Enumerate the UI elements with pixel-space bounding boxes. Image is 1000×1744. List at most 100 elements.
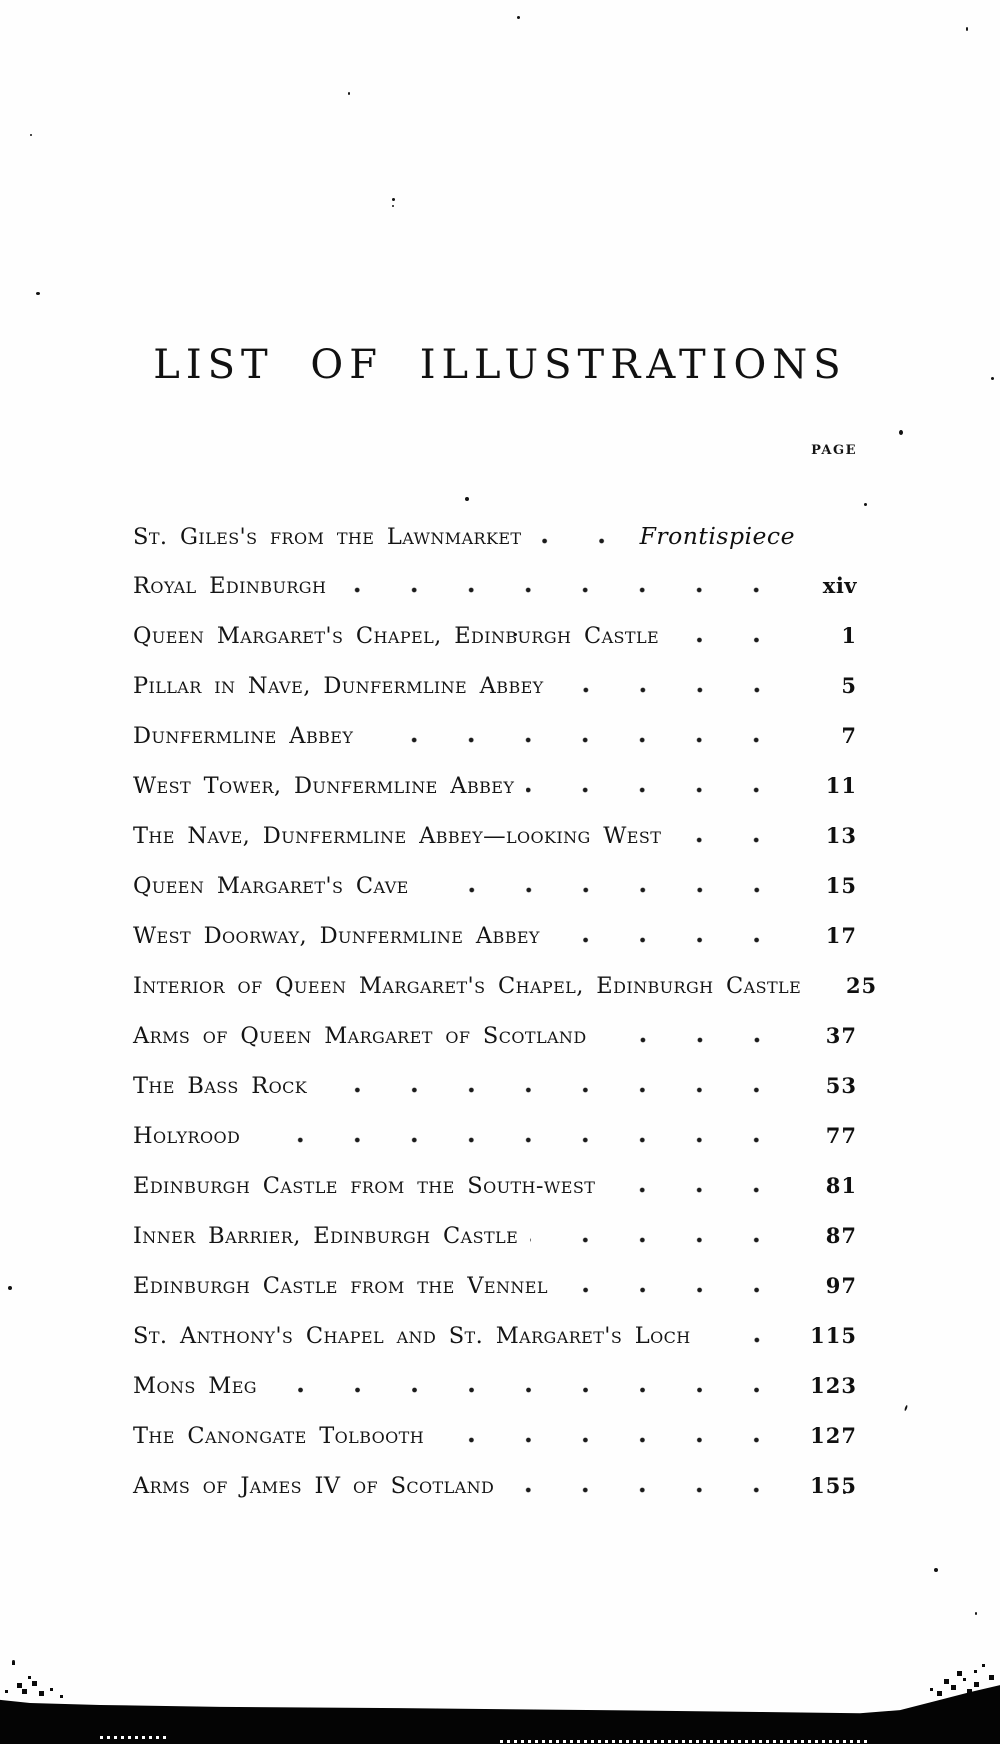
entry-page-number: 97 xyxy=(825,1273,857,1298)
dot-leader xyxy=(338,587,793,593)
entry-page-number: 15 xyxy=(825,873,857,898)
page-column-header: PAGE xyxy=(811,443,857,458)
entry-title: Interior of Queen Margaret's Chapel, Edi… xyxy=(133,973,802,999)
entry-page-number: 127 xyxy=(810,1423,857,1448)
entry-page-number: 5 xyxy=(841,673,857,698)
dust-speck xyxy=(514,633,517,636)
entry-title: Mons Meg xyxy=(133,1373,257,1399)
list-item: Queen Margaret's Cave 15 xyxy=(133,861,857,911)
entry-title: Queen Margaret's Chapel, Edinburgh Castl… xyxy=(133,623,660,649)
list-item: West Tower, Dunfermline Abbey 11 xyxy=(133,761,857,811)
entry-title: Pillar in Nave, Dunfermline Abbey xyxy=(133,673,544,699)
dust-speck xyxy=(899,430,903,435)
dot-leader xyxy=(420,887,793,893)
list-item: St. Giles's from the Lawnmarket Frontisp… xyxy=(133,511,857,561)
dot-leader xyxy=(607,1187,793,1193)
list-item: Royal Edinburgh xiv xyxy=(133,561,857,611)
entry-page-number: 81 xyxy=(825,1173,857,1198)
entry-title: Arms of James IV of Scotland xyxy=(133,1473,495,1499)
dot-leader xyxy=(598,1037,793,1043)
entry-page-number: 155 xyxy=(810,1473,857,1498)
entry-title: St. Anthony's Chapel and St. Margaret's … xyxy=(133,1323,691,1349)
dot-leader xyxy=(671,637,793,643)
list-item: Edinburgh Castle from the South-west 81 xyxy=(133,1161,857,1211)
entry-page-number: Frontispiece xyxy=(639,522,795,550)
scan-edge-shadow xyxy=(0,1685,1000,1744)
list-item: Edinburgh Castle from the Vennel 97 xyxy=(133,1261,857,1311)
list-item: The Nave, Dunfermline Abbey—looking West… xyxy=(133,811,857,861)
list-item: The Canongate Tolbooth 127 xyxy=(133,1411,857,1461)
dust-speck xyxy=(8,1286,12,1290)
entry-page-number: 53 xyxy=(825,1073,857,1098)
dust-speck xyxy=(843,1491,846,1494)
dust-speck xyxy=(465,497,469,501)
list-item: Holyrood 77 xyxy=(133,1111,857,1161)
dust-speck xyxy=(966,27,968,31)
dot-leader xyxy=(533,538,638,544)
entry-page-number: 77 xyxy=(825,1123,857,1148)
dot-leader xyxy=(506,1487,793,1493)
entry-page-number: 123 xyxy=(810,1373,857,1398)
scan-edge-texture xyxy=(500,1740,870,1743)
dust-speck xyxy=(864,503,867,506)
entry-title: The Bass Rock xyxy=(133,1073,308,1099)
entry-title: Edinburgh Castle from the Vennel xyxy=(133,1273,548,1299)
dust-speck xyxy=(12,1660,15,1663)
dust-speck xyxy=(934,1568,938,1572)
entry-page-number: 115 xyxy=(810,1323,857,1348)
entry-page-number: 1 xyxy=(841,623,857,648)
scan-speckle-right xyxy=(930,1688,933,1691)
dust-speck xyxy=(30,134,32,136)
dot-leader xyxy=(551,937,793,943)
page-title: LIST OF ILLUSTRATIONS xyxy=(153,342,847,388)
entry-title: Queen Margaret's Cave xyxy=(133,873,409,899)
dot-leader xyxy=(673,837,793,843)
entry-page-number: 13 xyxy=(825,823,857,848)
entry-page-number: 17 xyxy=(825,923,857,948)
dot-leader xyxy=(526,787,793,793)
dot-leader xyxy=(559,1287,793,1293)
dot-leader xyxy=(319,1087,793,1093)
entry-title: The Nave, Dunfermline Abbey—looking West xyxy=(133,823,662,849)
list-item: Queen Margaret's Chapel, Edinburgh Castl… xyxy=(133,611,857,661)
dot-leader xyxy=(252,1137,793,1143)
dot-leader xyxy=(530,1237,793,1243)
scan-edge-texture xyxy=(100,1736,168,1739)
dot-leader xyxy=(436,1437,793,1443)
list-item: Pillar in Nave, Dunfermline Abbey 5 xyxy=(133,661,857,711)
list-item: Inner Barrier, Edinburgh Castle 87 xyxy=(133,1211,857,1261)
entry-title: Royal Edinburgh xyxy=(133,573,327,599)
entry-page-number: 7 xyxy=(841,723,857,748)
entry-page-number: 25 xyxy=(845,973,878,998)
entry-page-number: 87 xyxy=(825,1223,857,1248)
list-item: The Bass Rock 53 xyxy=(133,1061,857,1111)
dot-leader xyxy=(365,737,793,743)
entry-title: Dunfermline Abbey xyxy=(133,723,354,749)
list-item: West Doorway, Dunfermline Abbey 17 xyxy=(133,911,857,961)
dust-speck xyxy=(392,198,395,201)
list-item: Arms of James IV of Scotland 155 xyxy=(133,1461,857,1511)
entry-page-number: 11 xyxy=(825,773,857,798)
entry-title: The Canongate Tolbooth xyxy=(133,1423,425,1449)
list-item: Arms of Queen Margaret of Scotland 37 xyxy=(133,1011,857,1061)
dot-leader xyxy=(268,1387,793,1393)
entry-title: Edinburgh Castle from the South-west xyxy=(133,1173,596,1199)
list-item: Dunfermline Abbey 7 xyxy=(133,711,857,761)
dot-leader xyxy=(702,1337,793,1343)
dust-speck xyxy=(36,292,40,295)
dot-leader xyxy=(555,687,793,693)
list-item: Interior of Queen Margaret's Chapel, Edi… xyxy=(133,961,876,1011)
entry-title: Inner Barrier, Edinburgh Castle xyxy=(133,1223,519,1249)
entry-title: Holyrood xyxy=(133,1123,241,1149)
entry-title: West Doorway, Dunfermline Abbey xyxy=(133,923,540,949)
dust-speck xyxy=(517,16,520,19)
illustrations-list: St. Giles's from the Lawnmarket Frontisp… xyxy=(133,511,876,1511)
list-item: St. Anthony's Chapel and St. Margaret's … xyxy=(133,1311,857,1361)
dust-speck xyxy=(975,1612,977,1615)
entry-page-number: xiv xyxy=(822,573,857,598)
entry-title: St. Giles's from the Lawnmarket xyxy=(133,524,522,550)
scan-speckle-left xyxy=(5,1690,8,1693)
entry-page-number: 37 xyxy=(825,1023,857,1048)
dust-speck xyxy=(348,92,350,95)
